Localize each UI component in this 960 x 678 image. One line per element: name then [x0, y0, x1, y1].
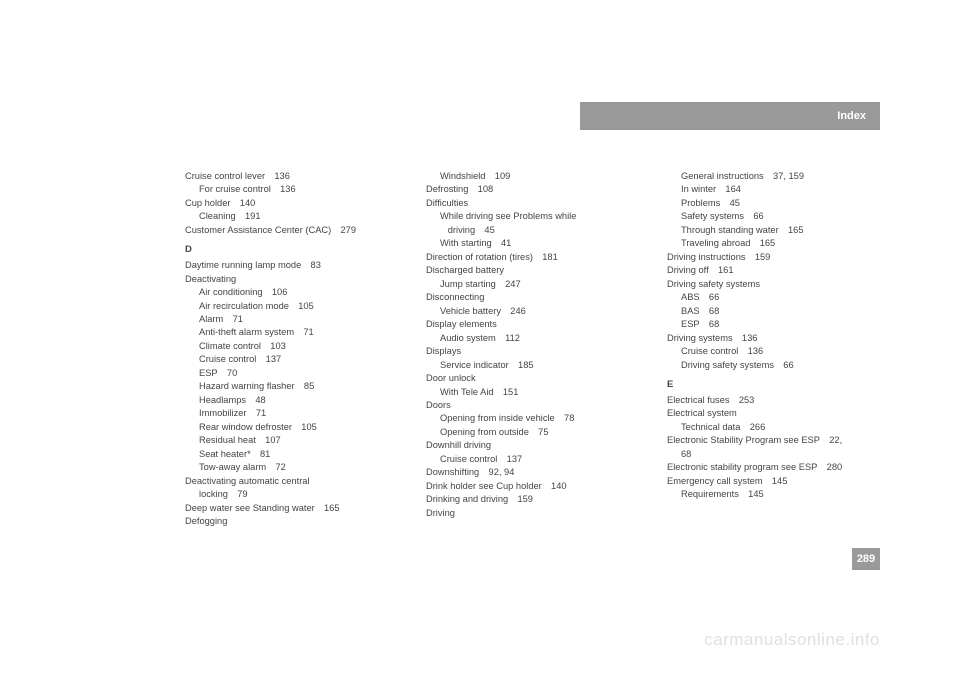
index-subentry: Air conditioning 106 [185, 286, 398, 299]
index-subentry: With Tele Aid 151 [426, 386, 639, 399]
index-subentry: Through standing water 165 [667, 224, 880, 237]
index-entry: Driving safety systems [667, 278, 880, 291]
index-subentry: Problems 45 [667, 197, 880, 210]
index-subentry: Cruise control 137 [185, 353, 398, 366]
index-subentry: driving 45 [426, 224, 639, 237]
index-entry: Drink holder see Cup holder 140 [426, 480, 639, 493]
index-entry: Cruise control lever 136 [185, 170, 398, 183]
index-subentry: Cruise control 137 [426, 453, 639, 466]
index-subentry: Cleaning 191 [185, 210, 398, 223]
index-entry: Direction of rotation (tires) 181 [426, 251, 639, 264]
page-number-text: 289 [857, 553, 875, 565]
index-subentry: Opening from outside 75 [426, 426, 639, 439]
index-subentry: Traveling abroad 165 [667, 237, 880, 250]
header-bar: Index [580, 102, 880, 130]
index-subentry: ESP 68 [667, 318, 880, 331]
index-entry: Electrical fuses 253 [667, 394, 880, 407]
index-subentry: Anti-theft alarm system 71 [185, 326, 398, 339]
index-subentry: In winter 164 [667, 183, 880, 196]
index-entry: Customer Assistance Center (CAC) 279 [185, 224, 398, 237]
index-subentry: Air recirculation mode 105 [185, 300, 398, 313]
index-entry: Deactivating automatic central [185, 475, 398, 488]
index-subentry: Tow-away alarm 72 [185, 461, 398, 474]
index-entry: Difficulties [426, 197, 639, 210]
index-subentry: Requirements 145 [667, 488, 880, 501]
index-subentry: locking 79 [185, 488, 398, 501]
index-entry: Emergency call system 145 [667, 475, 880, 488]
index-subentry: Driving safety systems 66 [667, 359, 880, 372]
index-entry: Daytime running lamp mode 83 [185, 259, 398, 272]
index-letter: D [185, 243, 398, 257]
index-entry: Downshifting 92, 94 [426, 466, 639, 479]
index-subentry: Climate control 103 [185, 340, 398, 353]
index-entry: Driving instructions 159 [667, 251, 880, 264]
watermark: carmanualsonline.info [704, 630, 880, 650]
index-subentry: Seat heater* 81 [185, 448, 398, 461]
index-subentry: Immobilizer 71 [185, 407, 398, 420]
index-subentry: For cruise control 136 [185, 183, 398, 196]
index-letter: E [667, 378, 880, 392]
index-entry: Discharged battery [426, 264, 639, 277]
index-subentry: Audio system 112 [426, 332, 639, 345]
index-entry: Cup holder 140 [185, 197, 398, 210]
header-title: Index [837, 110, 866, 122]
index-subentry: Service indicator 185 [426, 359, 639, 372]
index-entry: Display elements [426, 318, 639, 331]
index-subentry: Safety systems 66 [667, 210, 880, 223]
index-entry: Defrosting 108 [426, 183, 639, 196]
index-subentry: Alarm 71 [185, 313, 398, 326]
index-entry: Door unlock [426, 372, 639, 385]
index-entry: Driving off 161 [667, 264, 880, 277]
index-entry: Doors [426, 399, 639, 412]
index-subentry: With starting 41 [426, 237, 639, 250]
index-subentry: Cruise control 136 [667, 345, 880, 358]
index-entry: Electronic stability program see ESP 280 [667, 461, 880, 474]
index-entry: Deactivating [185, 273, 398, 286]
index-entry: Deep water see Standing water 165 [185, 502, 398, 515]
index-entry: Downhill driving [426, 439, 639, 452]
index-entry: Electronic Stability Program see ESP 22, [667, 434, 880, 447]
index-column-3: General instructions 37, 159In winter 16… [667, 170, 880, 528]
index-subentry: 68 [667, 448, 880, 461]
index-entry: Drinking and driving 159 [426, 493, 639, 506]
index-entry: Displays [426, 345, 639, 358]
index-content: Cruise control lever 136For cruise contr… [185, 170, 880, 528]
index-subentry: Headlamps 48 [185, 394, 398, 407]
index-subentry: Jump starting 247 [426, 278, 639, 291]
index-entry: Defogging [185, 515, 398, 528]
index-subentry: While driving see Problems while [426, 210, 639, 223]
index-subentry: ESP 70 [185, 367, 398, 380]
index-column-1: Cruise control lever 136For cruise contr… [185, 170, 398, 528]
index-subentry: Windshield 109 [426, 170, 639, 183]
index-subentry: BAS 68 [667, 305, 880, 318]
index-subentry: Residual heat 107 [185, 434, 398, 447]
index-entry: Driving systems 136 [667, 332, 880, 345]
index-subentry: ABS 66 [667, 291, 880, 304]
index-subentry: Opening from inside vehicle 78 [426, 412, 639, 425]
index-entry: Driving [426, 507, 639, 520]
index-entry: Electrical system [667, 407, 880, 420]
page-number: 289 [852, 548, 880, 570]
index-subentry: Hazard warning flasher 85 [185, 380, 398, 393]
index-column-2: Windshield 109Defrosting 108Difficulties… [426, 170, 639, 528]
index-entry: Disconnecting [426, 291, 639, 304]
index-subentry: General instructions 37, 159 [667, 170, 880, 183]
index-subentry: Rear window defroster 105 [185, 421, 398, 434]
index-subentry: Vehicle battery 246 [426, 305, 639, 318]
index-subentry: Technical data 266 [667, 421, 880, 434]
